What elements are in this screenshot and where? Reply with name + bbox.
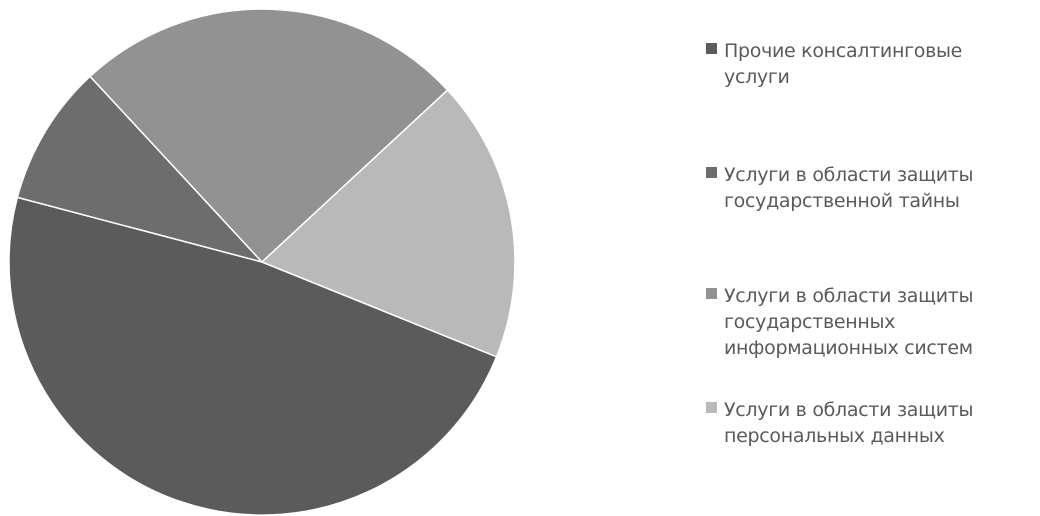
pie-slice [16, 75, 265, 264]
pie-slice [89, 8, 449, 264]
legend-label-line: Услуги в области защиты [724, 164, 974, 186]
pie-chart [8, 8, 516, 516]
legend-label-line: Прочие консалтинговые [724, 40, 963, 62]
legend-label: Прочие консалтинговые услуги [724, 38, 1036, 90]
legend-label: Услуги в области защиты государственных ин… [724, 283, 1036, 361]
legend-label: Услуги в области защиты персональных данн… [724, 397, 1036, 449]
legend-swatch [706, 167, 717, 178]
legend-label-line: государственных [724, 311, 896, 333]
legend-label-line: Услуги в области защиты [724, 285, 974, 307]
pie-slice [260, 89, 516, 358]
legend-swatch [706, 288, 717, 299]
legend-label-line: информационных систем [724, 337, 973, 359]
legend: Прочие консалтинговые услуги Услуги в обла… [706, 0, 1040, 516]
legend-label-line: услуги [724, 66, 790, 88]
pie-slice [8, 196, 498, 516]
legend-label-line: государственной тайны [724, 190, 960, 212]
legend-label-line: Услуги в области защиты [724, 399, 974, 421]
legend-label: Услуги в области защиты государственной т… [724, 162, 1036, 214]
legend-swatch [706, 402, 717, 413]
legend-swatch [706, 43, 717, 54]
legend-label-line: персональных данных [724, 425, 945, 447]
